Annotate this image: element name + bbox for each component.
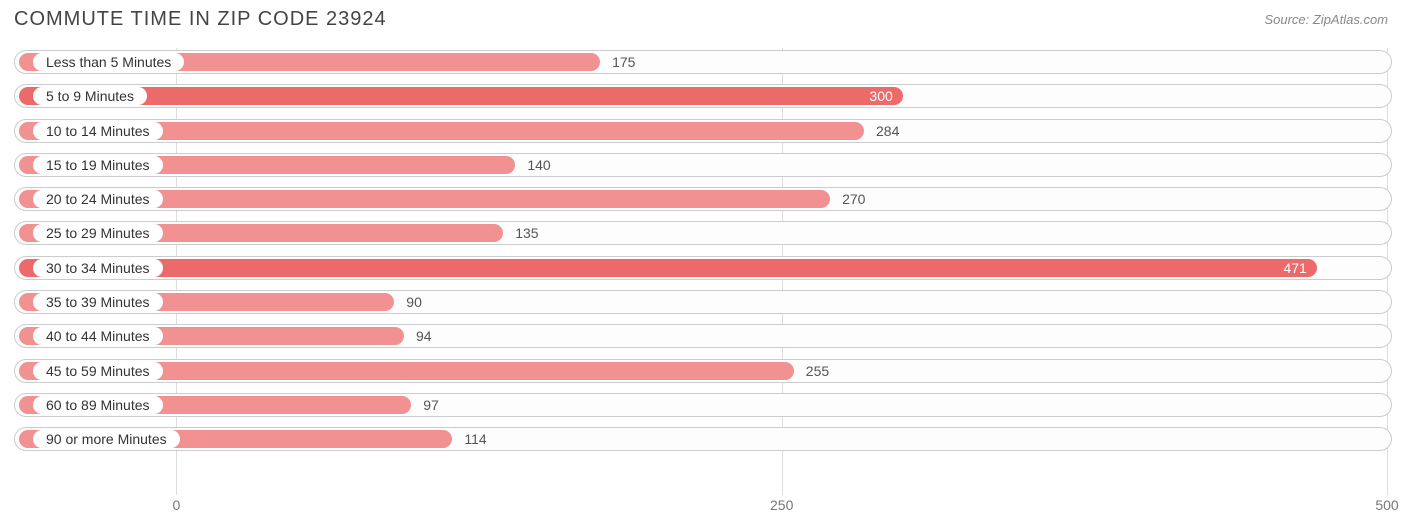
bar-category-label: 30 to 34 Minutes: [33, 259, 163, 277]
bar-row: 20 to 24 Minutes 270: [14, 185, 1392, 213]
bar-value-label: 175: [612, 54, 635, 70]
bar-row: 60 to 89 Minutes 97: [14, 391, 1392, 419]
bar-fill: [19, 87, 903, 105]
bar-row: 40 to 44 Minutes 94: [14, 322, 1392, 350]
bar-value-label: 270: [842, 191, 865, 207]
chart-title: COMMUTE TIME IN ZIP CODE 23924: [14, 8, 387, 31]
bar-value-label: 97: [423, 397, 439, 413]
chart-source: Source: ZipAtlas.com: [1264, 12, 1388, 27]
bar-row: Less than 5 Minutes 175: [14, 48, 1392, 76]
bar-row: 25 to 29 Minutes 135: [14, 219, 1392, 247]
bar-category-label: 90 or more Minutes: [33, 430, 180, 448]
plot-area: Less than 5 Minutes 175 5 to 9 Minutes 300 1…: [14, 48, 1392, 495]
bar-row: 10 to 14 Minutes 284: [14, 117, 1392, 145]
bar-category-label: 60 to 89 Minutes: [33, 396, 163, 414]
bar-row: 30 to 34 Minutes 471: [14, 254, 1392, 282]
bar-category-label: 40 to 44 Minutes: [33, 327, 163, 345]
bar-row: 5 to 9 Minutes 300: [14, 82, 1392, 110]
x-axis: 0250500: [14, 497, 1392, 519]
bar-value-label: 255: [806, 363, 829, 379]
bar-row: 15 to 19 Minutes 140: [14, 151, 1392, 179]
bar-category-label: 25 to 29 Minutes: [33, 224, 163, 242]
bar-category-label: 20 to 24 Minutes: [33, 190, 163, 208]
x-axis-tick: 250: [770, 497, 793, 513]
bar-value-label: 140: [527, 157, 550, 173]
bar-category-label: 5 to 9 Minutes: [33, 87, 147, 105]
x-axis-tick: 0: [172, 497, 180, 513]
bar-value-label: 90: [406, 294, 422, 310]
bar-row: 90 or more Minutes 114: [14, 425, 1392, 453]
x-axis-tick: 500: [1375, 497, 1398, 513]
bar-value-label: 284: [876, 123, 899, 139]
bar-value-label: 135: [515, 225, 538, 241]
bar-value-label: 300: [869, 88, 892, 104]
bar-value-label: 114: [464, 431, 486, 447]
bar-category-label: 45 to 59 Minutes: [33, 362, 163, 380]
bar-value-label: 94: [416, 328, 432, 344]
bar-fill: [19, 259, 1317, 277]
bar-category-label: 35 to 39 Minutes: [33, 293, 163, 311]
commute-time-chart: COMMUTE TIME IN ZIP CODE 23924 Source: Z…: [0, 0, 1406, 523]
bar-value-label: 471: [1283, 260, 1306, 276]
bar-category-label: 10 to 14 Minutes: [33, 122, 163, 140]
bar-category-label: Less than 5 Minutes: [33, 53, 184, 71]
bar-category-label: 15 to 19 Minutes: [33, 156, 163, 174]
bar-row: 45 to 59 Minutes 255: [14, 357, 1392, 385]
bar-row: 35 to 39 Minutes 90: [14, 288, 1392, 316]
